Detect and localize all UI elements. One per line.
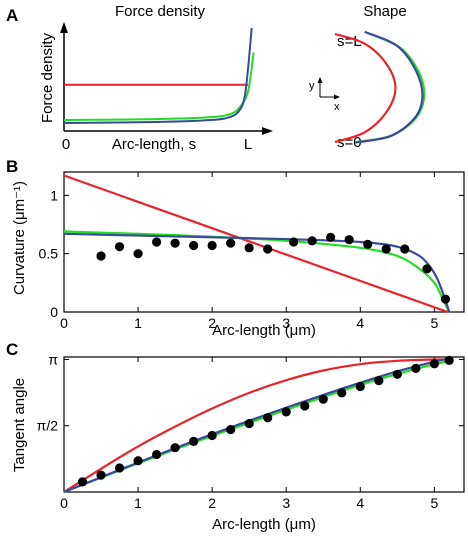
curvature-chart: Curvature (μm⁻¹) Arc-length (μm) 0 1 2 3 4 5 0…: [11, 171, 465, 339]
curvature-x-label: Arc-length (μm): [212, 322, 316, 339]
curvature-line-red: [63, 174, 449, 314]
curvature-data-point: [289, 237, 299, 247]
tangent-y-tick-label: π: [48, 351, 58, 367]
curvature-y-label: Curvature (μm⁻¹): [11, 181, 28, 295]
curvature-data-point: [244, 243, 254, 253]
tangent-data-point: [337, 388, 347, 398]
tangent-x-tick-label: 4: [356, 495, 364, 511]
curvature-data-point: [400, 244, 410, 254]
tangent-data-point: [77, 477, 88, 487]
tangent-data-point: [374, 376, 384, 386]
tangent-y-tick-label: π/2: [37, 418, 59, 434]
tangent-data-point: [244, 419, 254, 429]
tangent-x-tick-label: 0: [60, 495, 68, 511]
tangent-data-point: [114, 463, 125, 473]
tangent-x-tick-label: 5: [430, 495, 438, 511]
tangent-data-point: [170, 443, 180, 453]
curvature-line-green: [63, 230, 451, 313]
tangent-data-point: [133, 456, 143, 466]
shape-line-red: [334, 32, 397, 144]
tangent-data-point: [207, 430, 217, 441]
tangent-data-point: [411, 363, 421, 373]
curvature-data-point: [381, 244, 391, 254]
curvature-data-point: [133, 249, 143, 259]
tangent-data-point: [355, 381, 365, 392]
force-x-tick-l: L: [244, 136, 252, 153]
tangent-data-point: [226, 424, 236, 435]
curvature-data-point: [207, 240, 217, 251]
tangent-data-point: [281, 407, 291, 417]
curvature-plot-frame: [63, 171, 465, 313]
shape-y-arrow-icon: [317, 77, 323, 83]
tangent-data-point: [429, 359, 439, 369]
shape-y-axis-label: y: [309, 80, 315, 92]
curvature-data-point: [263, 244, 273, 254]
force-x-arrow-icon: [262, 127, 273, 135]
tangent-x-tick-label: 1: [134, 495, 142, 511]
curvature-data-point: [170, 238, 180, 248]
curvature-data-point: [307, 236, 317, 246]
force-line-green: [63, 52, 255, 122]
curvature-y-tick-label: 1: [50, 187, 58, 203]
tangent-x-tick-label: 2: [208, 495, 216, 511]
curvature-data-point: [326, 232, 336, 242]
tangent-line-red: [63, 358, 450, 493]
panel-letter-c: C: [6, 340, 18, 359]
curvature-x-tick-label: 2: [208, 315, 216, 331]
curvature-line-blue: [63, 232, 451, 313]
curvature-data-point: [344, 235, 354, 245]
shape-label-bottom: s=0: [337, 134, 362, 151]
force-y-arrow-icon: [60, 22, 68, 33]
curvature-x-tick-label: 3: [282, 315, 290, 331]
curvature-data-point: [151, 237, 162, 247]
tangent-x-label: Arc-length (μm): [212, 516, 316, 533]
tangent-data-point: [444, 355, 454, 365]
tangent-data-point: [318, 394, 328, 404]
shape-diagram: Shape s=L s=0 y x: [309, 3, 426, 151]
tangent-line-green: [63, 360, 450, 494]
tangent-y-label: Tangent angle: [11, 378, 28, 472]
tangent-data-point: [300, 401, 310, 411]
tangent-angle-chart: Tangent angle Arc-length (μm) 0 1 2 3 4 5 π/2 π: [11, 351, 465, 533]
shape-line-green: [356, 31, 426, 144]
curvature-data-point: [440, 294, 451, 304]
shape-title: Shape: [363, 3, 406, 20]
force-x-tick-0: 0: [62, 136, 70, 153]
curvature-y-tick-label: 0: [50, 304, 58, 320]
tangent-line-blue: [63, 357, 450, 494]
panel-letter-b: B: [6, 157, 18, 176]
curvature-data-point: [114, 242, 125, 252]
shape-line-blue: [355, 30, 424, 144]
tangent-data-point: [189, 436, 199, 446]
tangent-data-point: [151, 449, 162, 460]
curvature-data-point: [422, 264, 432, 274]
curvature-data-point: [189, 240, 199, 251]
tangent-data-point: [392, 369, 402, 379]
shape-x-arrow-icon: [334, 94, 340, 100]
curvature-x-tick-label: 0: [60, 315, 68, 331]
force-y-label: Force density: [39, 32, 56, 123]
curvature-data-point: [226, 238, 236, 248]
force-density-chart: Force density Force density Arc-length, …: [39, 3, 273, 153]
force-line-blue: [63, 27, 253, 124]
force-density-title: Force density: [115, 3, 206, 20]
tangent-x-tick-label: 3: [282, 495, 290, 511]
curvature-x-tick-label: 1: [134, 315, 142, 331]
curvature-data-point: [363, 239, 373, 249]
tangent-plot-frame: [63, 356, 465, 493]
curvature-x-tick-label: 4: [356, 315, 364, 331]
panel-letter-a: A: [6, 6, 18, 25]
curvature-x-tick-label: 5: [430, 315, 438, 331]
curvature-data-point: [96, 251, 106, 261]
tangent-data-point: [263, 413, 273, 423]
tangent-data-point: [96, 470, 106, 480]
curvature-y-tick-label: 0.5: [39, 246, 59, 262]
shape-x-axis-label: x: [334, 101, 340, 113]
force-x-label: Arc-length, s: [112, 136, 196, 153]
